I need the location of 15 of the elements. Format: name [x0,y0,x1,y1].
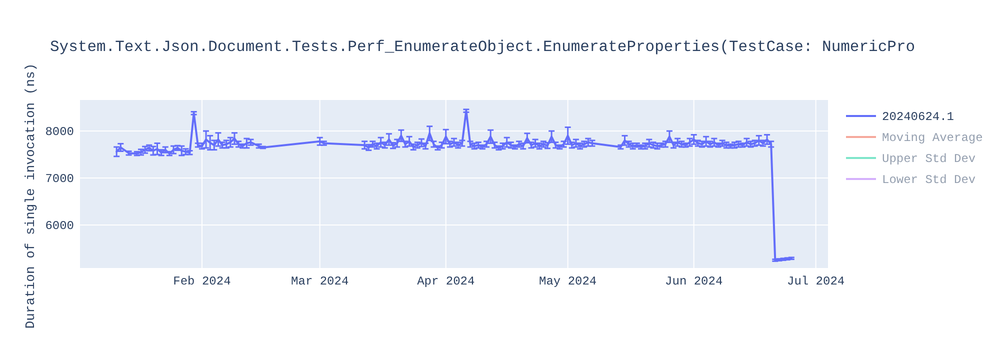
legend-label: Lower Std Dev [882,173,976,187]
legend-label: Moving Average [882,131,983,145]
y-tick-label: 7000 [45,172,74,186]
x-tick-label: Apr 2024 [417,274,475,289]
x-tick-label: May 2024 [539,274,597,289]
x-tick-label: Mar 2024 [291,274,349,289]
legend-label: 20240624.1 [882,110,954,124]
x-tick-label: Jul 2024 [787,274,845,289]
y-tick-label: 8000 [45,124,74,139]
y-axis-title: Duration of single invocation (ns) [23,63,38,329]
y-tick-label: 6000 [45,218,74,233]
legend-label: Upper Std Dev [882,152,976,166]
chart-title: System.Text.Json.Document.Tests.Perf_EnumerateObject.EnumerateProperties(TestCase: NumericPro [50,38,916,56]
x-tick-label: Feb 2024 [173,274,231,289]
x-tick-label: Jun 2024 [665,274,723,289]
